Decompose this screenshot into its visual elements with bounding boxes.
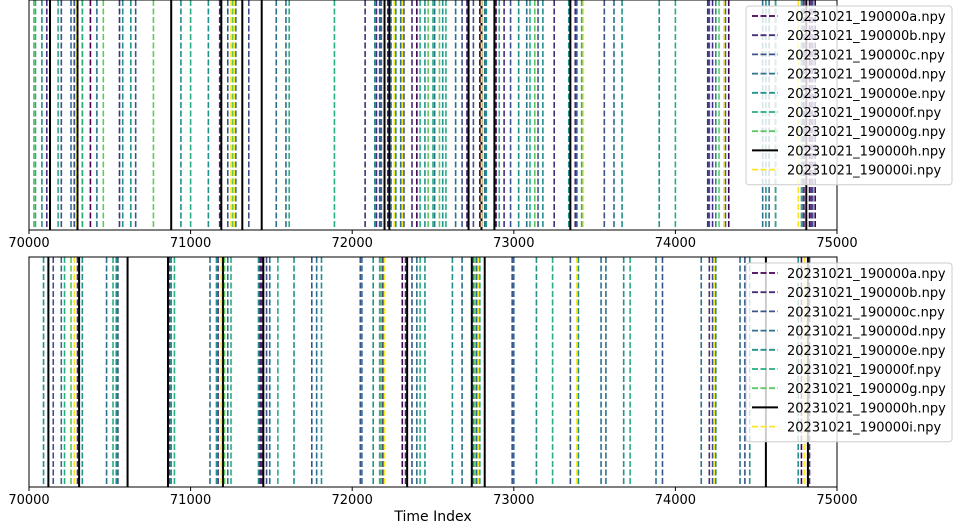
series-6 <box>63 257 631 487</box>
bottom-panel: 70000 71000 72000 73000 74000 75000 Time Index… <box>8 256 953 521</box>
legend-label: 20231021_190000c.npy <box>787 305 945 320</box>
legend-label: 20231021_190000c.npy <box>787 48 945 63</box>
series-5 <box>42 257 800 487</box>
x-tick-label: 70000 <box>8 493 49 508</box>
top-panel: 70000 71000 72000 73000 74000 75000 20231021_1… <box>8 0 953 251</box>
x-tick-label: 70000 <box>8 236 49 251</box>
plot-area <box>29 257 837 487</box>
x-tick-label: 72000 <box>332 493 373 508</box>
legend-label: 20231021_190000b.npy <box>787 29 946 44</box>
legend: 20231021_190000a.npy 20231021_190000b.npy… <box>745 5 953 186</box>
x-tick-label: 75000 <box>816 236 857 251</box>
series-2 <box>45 0 812 230</box>
legend-label: 20231021_190000i.npy <box>787 421 942 436</box>
x-axis-label: Time Index <box>393 509 471 521</box>
legend-label: 20231021_190000e.npy <box>787 87 946 102</box>
x-tick-label: 73000 <box>493 493 534 508</box>
legend-box <box>745 5 953 186</box>
legend-label: 20231021_190000d.npy <box>787 68 946 83</box>
legend-label: 20231021_190000b.npy <box>787 286 946 301</box>
legend-box <box>745 262 953 443</box>
legend-label: 20231021_190000i.npy <box>787 164 942 179</box>
x-tick-label: 74000 <box>655 493 696 508</box>
x-tick-label: 72000 <box>332 236 373 251</box>
x-tick-label: 71000 <box>170 236 211 251</box>
legend-label: 20231021_190000a.npy <box>787 267 946 282</box>
legend: 20231021_190000a.npy 20231021_190000b.npy… <box>745 262 953 443</box>
legend-label: 20231021_190000h.npy <box>787 144 946 159</box>
legend-label: 20231021_190000f.npy <box>787 363 942 378</box>
legend-label: 20231021_190000e.npy <box>787 344 946 359</box>
legend-label: 20231021_190000a.npy <box>787 10 946 25</box>
x-tick-label: 74000 <box>655 236 696 251</box>
x-tick-label: 75000 <box>816 493 857 508</box>
legend-label: 20231021_190000f.npy <box>787 106 942 121</box>
legend-label: 20231021_190000d.npy <box>787 325 946 340</box>
x-tick-label: 73000 <box>493 236 534 251</box>
legend-label: 20231021_190000g.npy <box>787 125 946 140</box>
series-7 <box>33 0 720 230</box>
x-tick-label: 71000 <box>170 493 211 508</box>
legend-label: 20231021_190000h.npy <box>787 401 946 416</box>
legend-label: 20231021_190000g.npy <box>787 382 946 397</box>
series-5 <box>41 0 767 230</box>
